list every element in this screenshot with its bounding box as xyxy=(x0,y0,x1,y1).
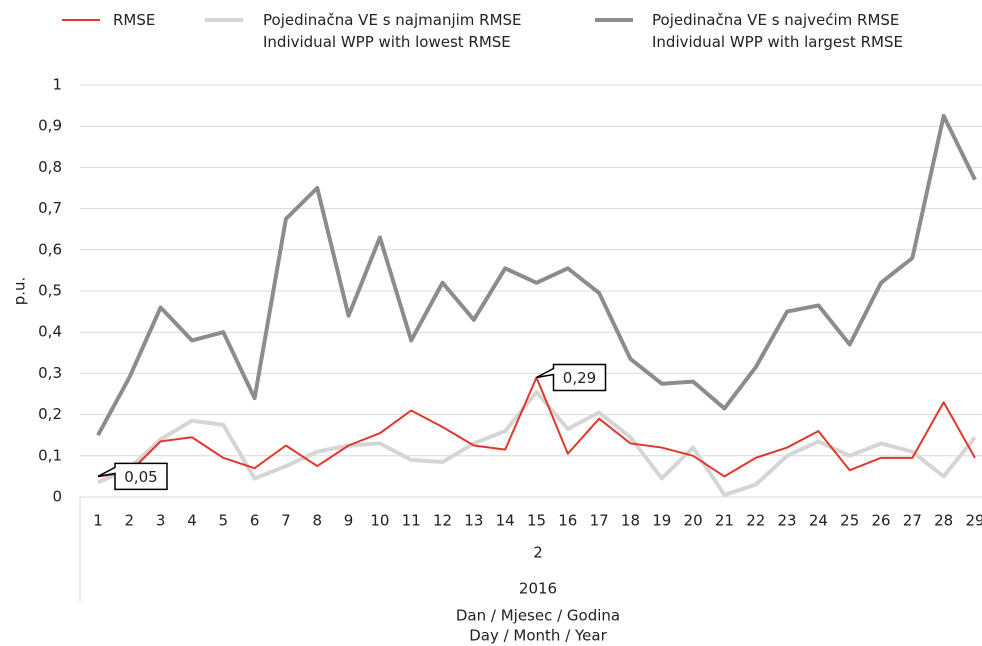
x-tick-label: 20 xyxy=(684,512,703,530)
y-tick-label: 0,7 xyxy=(38,199,62,217)
x-tick-label: 16 xyxy=(558,512,577,530)
x-tick-label: 4 xyxy=(187,512,197,530)
series-line xyxy=(96,113,977,437)
data-label-box xyxy=(536,363,607,392)
x-tick-label: 22 xyxy=(746,512,765,530)
x-axis-title: Day / Month / Year xyxy=(469,627,607,645)
x-tick-label: 12 xyxy=(433,512,452,530)
x-tick-label: 11 xyxy=(402,512,421,530)
x-tick-label: 9 xyxy=(344,512,354,530)
x-tick-label: 7 xyxy=(281,512,291,530)
x-tick-label: 17 xyxy=(590,512,609,530)
x-tick-label: 19 xyxy=(652,512,671,530)
y-tick-label: 0,1 xyxy=(38,446,62,464)
y-tick-label: 0,3 xyxy=(38,364,62,382)
y-tick-label: 0,8 xyxy=(38,158,62,176)
x-tick-label: 25 xyxy=(840,512,859,530)
x-tick-label: 14 xyxy=(496,512,515,530)
y-tick-label: 0,5 xyxy=(38,282,62,300)
x-tick-label: 2 xyxy=(125,512,135,530)
x-tick-label: 29 xyxy=(965,512,982,530)
data-label-box xyxy=(97,462,168,491)
x-tick-label: 18 xyxy=(621,512,640,530)
legend-label: Pojedinačna VE s najvećim RMSE Individua… xyxy=(652,11,903,51)
y-tick-label: 0 xyxy=(52,488,62,506)
x-tick-label: 26 xyxy=(871,512,890,530)
y-tick-label: 1 xyxy=(52,76,62,94)
data-label: 0,29 xyxy=(563,369,596,387)
x-tick-label: 28 xyxy=(934,512,953,530)
y-tick-label: 0,9 xyxy=(38,117,62,135)
data-label: 0,05 xyxy=(124,468,157,486)
y-axis-title: p.u. xyxy=(11,277,29,306)
x-tick-label: 24 xyxy=(809,512,828,530)
series-line xyxy=(97,389,977,497)
x-tick-label: 27 xyxy=(903,512,922,530)
x-tick-label: 13 xyxy=(464,512,483,530)
year-label: 2016 xyxy=(519,580,557,598)
x-tick-label: 1 xyxy=(93,512,103,530)
y-tick-label: 0,6 xyxy=(38,240,62,258)
x-tick-label: 3 xyxy=(156,512,166,530)
month-label: 2 xyxy=(533,544,543,562)
x-tick-label: 10 xyxy=(370,512,389,530)
y-tick-label: 0,2 xyxy=(38,405,62,423)
x-tick-label: 5 xyxy=(219,512,229,530)
legend-label: Pojedinačna VE s najmanjim RMSE Individu… xyxy=(263,11,522,51)
x-tick-label: 8 xyxy=(312,512,322,530)
x-tick-label: 23 xyxy=(778,512,797,530)
y-tick-label: 0,4 xyxy=(38,323,62,341)
legend-label: RMSE xyxy=(113,11,156,29)
x-tick-label: 6 xyxy=(250,512,260,530)
x-tick-label: 15 xyxy=(527,512,546,530)
x-axis-title: Dan / Mjesec / Godina xyxy=(456,607,620,625)
x-tick-label: 21 xyxy=(715,512,734,530)
